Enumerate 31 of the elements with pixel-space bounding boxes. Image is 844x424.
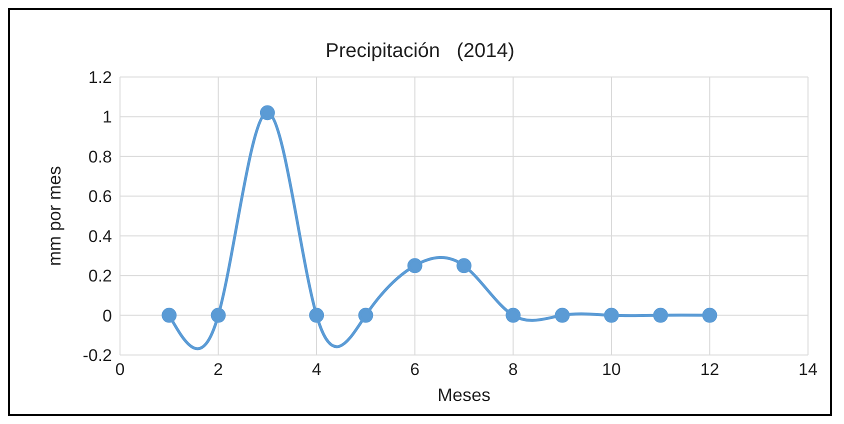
x-tick-label: 0 bbox=[115, 360, 125, 380]
point bbox=[456, 258, 472, 274]
point bbox=[702, 308, 718, 323]
y-tick-label: 0.4 bbox=[88, 226, 112, 246]
y-tick-label: 0.2 bbox=[88, 266, 112, 286]
y-tick-label: 0.8 bbox=[88, 147, 112, 166]
y-tick-label: 1.2 bbox=[88, 68, 112, 88]
y-tick-label: -0.2 bbox=[82, 346, 112, 366]
x-tick-label: 10 bbox=[602, 360, 621, 380]
point bbox=[653, 308, 668, 323]
point bbox=[358, 308, 374, 323]
x-tick-label: 4 bbox=[312, 360, 322, 380]
x-tick-label: 2 bbox=[214, 360, 224, 380]
x-tick-label: 6 bbox=[410, 360, 420, 380]
y-tick-label: 1 bbox=[102, 108, 112, 127]
y-tick-label: 0 bbox=[102, 306, 112, 326]
point bbox=[506, 308, 521, 323]
chart-title: Precipitación (2014) bbox=[324, 40, 516, 63]
point bbox=[604, 308, 619, 323]
x-axis-title: Meses bbox=[437, 385, 491, 405]
point bbox=[554, 308, 570, 323]
y-tick-label: 0.6 bbox=[88, 187, 112, 206]
x-tick-label: 14 bbox=[798, 360, 818, 380]
y-axis-title: mm por mes bbox=[44, 166, 64, 266]
point bbox=[210, 308, 226, 323]
point bbox=[260, 105, 275, 120]
x-tick-label: 12 bbox=[700, 360, 720, 380]
point bbox=[407, 258, 422, 274]
point bbox=[162, 308, 177, 323]
point bbox=[309, 308, 324, 323]
x-tick-label: 8 bbox=[508, 360, 518, 380]
